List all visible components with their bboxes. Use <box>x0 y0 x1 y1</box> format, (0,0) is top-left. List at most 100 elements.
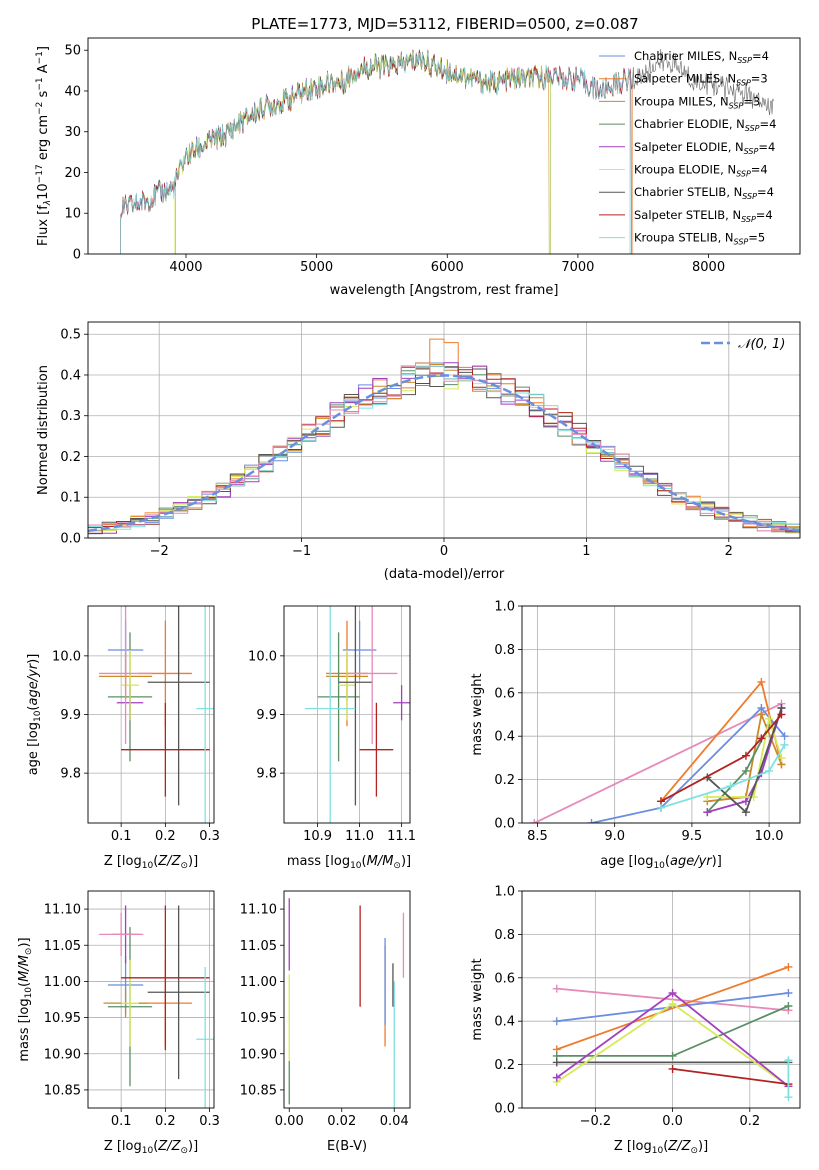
residuals-y-axis-label: Normed distribution <box>36 365 51 495</box>
label-part: Z/Z <box>157 1139 181 1154</box>
y-tick-label: 11.05 <box>240 939 277 954</box>
y-tick-label: 0.6 <box>494 971 515 986</box>
x-tick-label: 0.02 <box>327 1114 356 1129</box>
label-part: Z/Z <box>157 854 181 869</box>
spectrum-plot-area <box>120 48 774 254</box>
y-tick-label: 10.95 <box>44 1011 81 1026</box>
x-tick-label: 0.1 <box>111 1114 132 1129</box>
mass-vs-z-y-axis-label: mass [log10(M/M⊙)] <box>17 937 34 1061</box>
label-part: SSP <box>736 79 751 88</box>
x-tick-label: 0.3 <box>199 1114 220 1129</box>
label-part: Kroupa MILES, N <box>634 94 729 108</box>
y-tick-label: 30 <box>64 125 81 140</box>
label-part: ⊙ <box>180 861 188 871</box>
x-tick-label: 11.0 <box>345 829 374 844</box>
y-tick-label: 0.4 <box>60 368 81 383</box>
mass_vs_ebv-axes: 0.00 0.02 0.04 10.85 10.90 10.95 11.00 11.05 11.… <box>240 903 409 1129</box>
mass-vs-ebv-x-axis-label: E(B-V) <box>327 1139 367 1154</box>
legend-entry: Chabrier ELODIE, NSSP=4 <box>634 117 776 133</box>
y-tick-label: 0.0 <box>60 532 81 547</box>
label-part: Z [log <box>104 1139 142 1154</box>
label-part: M/M <box>367 854 394 869</box>
label-part: SSP <box>737 56 752 65</box>
label-part: Salpeter STELIB, N <box>634 208 741 222</box>
y-tick-label: 0.8 <box>494 643 515 658</box>
residuals-x-axis-label: (data-model)/error <box>384 567 505 582</box>
series-line-salpeter_miles <box>660 680 783 802</box>
y-tick-label: 10.90 <box>240 1047 277 1062</box>
age_vs_Z-plot-area <box>99 606 214 823</box>
series-line-salpeter_miles <box>556 966 789 1051</box>
plot-layer: 4000 5000 6000 7000 800001020304050wavelengt… <box>17 37 801 1156</box>
label-part: =4 <box>760 117 777 131</box>
label-part: 10 <box>653 861 665 871</box>
label-part: ( <box>17 982 32 987</box>
label-part: 10 <box>652 1146 664 1156</box>
plus-marker-kroupa_elodie <box>777 753 786 762</box>
label-part: age [log <box>600 854 653 869</box>
y-tick-label: 10.85 <box>44 1083 81 1098</box>
y-tick-label: 11.00 <box>240 975 277 990</box>
plus-marker-kroupa_stelib <box>726 782 735 791</box>
weight-vs-age-y-axis-label: mass weight <box>470 673 485 755</box>
mass_vs_ebv-frame <box>283 890 411 1109</box>
plus-marker-chabrier_miles <box>784 988 793 997</box>
label-part: Salpeter MILES, N <box>634 72 736 86</box>
plus-marker-chabrier_miles <box>780 732 789 741</box>
plus-marker-kroupa_stelib <box>657 803 665 812</box>
y-tick-label: 0.4 <box>494 730 515 745</box>
y-tick-label: 0.6 <box>494 686 515 701</box>
y-tick-label: 0.5 <box>60 328 81 343</box>
label-part: −1 <box>35 77 45 90</box>
label-part: age/yr <box>670 854 713 869</box>
x-tick-label: 0 <box>440 544 448 559</box>
residuals-plot-area <box>88 338 800 538</box>
x-tick-label: 0.2 <box>739 1114 760 1129</box>
spectrum-line-kroupa_stelib <box>120 52 631 254</box>
age_vs_Z-axes: 0.1 0.2 0.3 9.8 9.9 10.0 <box>52 606 220 844</box>
label-part: 10 <box>350 861 362 871</box>
legend-entry: Salpeter ELODIE, NSSP=4 <box>634 140 775 156</box>
y-tick-label: 11.00 <box>44 975 81 990</box>
label-part: Flux [f <box>36 205 51 246</box>
x-tick-label: 9.5 <box>682 829 703 844</box>
x-tick-label: 0.2 <box>155 1114 176 1129</box>
x-tick-label: 0.1 <box>111 829 132 844</box>
y-tick-label: 1.0 <box>494 885 515 900</box>
legend-entry: Salpeter STELIB, NSSP=4 <box>634 208 773 224</box>
y-tick-label: 10.0 <box>248 649 277 664</box>
age_vs_mass-frame <box>283 605 411 824</box>
y-tick-label: 11.10 <box>44 903 81 918</box>
label-part: ] <box>36 46 51 51</box>
label-part: ( <box>665 854 670 869</box>
plus-marker-salpeter_stelib <box>668 1064 677 1073</box>
y-tick-label: 0.0 <box>494 1102 515 1117</box>
spectrum-axes: 4000 5000 6000 7000 8000 0 10 20 30 40 50 <box>64 44 725 275</box>
legend-entry: Salpeter MILES, NSSP=3 <box>634 72 768 88</box>
y-tick-label: 0.8 <box>494 928 515 943</box>
spectrum-frame <box>87 37 801 255</box>
plus-marker-pink <box>552 984 561 993</box>
y-tick-label: 0.1 <box>60 491 81 506</box>
label-part: ( <box>362 854 367 869</box>
label-part: ⊙ <box>690 1146 698 1156</box>
legend-entry: Chabrier MILES, NSSP=4 <box>634 49 769 65</box>
mass_vs_Z-frame <box>87 890 215 1109</box>
plus-marker-salpeter_miles <box>757 677 766 686</box>
x-tick-label: 0.3 <box>199 829 220 844</box>
x-tick-label: 8000 <box>692 260 725 275</box>
weight_vs_age-frame <box>521 605 801 824</box>
x-tick-label: −0.2 <box>580 1114 612 1129</box>
label-part: )] <box>26 654 41 664</box>
label-part: mass [log <box>17 998 32 1061</box>
series-line-chabrier_miles <box>591 706 786 823</box>
plus-marker-chabrier_elodie <box>784 1002 793 1011</box>
label-part: λ <box>43 200 53 206</box>
y-tick-label: 10.95 <box>240 1011 277 1026</box>
x-tick-label: 1 <box>582 544 590 559</box>
x-tick-label: 11.1 <box>387 829 416 844</box>
label-part: age [log <box>26 722 41 775</box>
plus-marker-chabrier_elodie <box>741 766 750 775</box>
x-tick-label: 10.9 <box>303 829 332 844</box>
label-part: =4 <box>758 140 775 154</box>
